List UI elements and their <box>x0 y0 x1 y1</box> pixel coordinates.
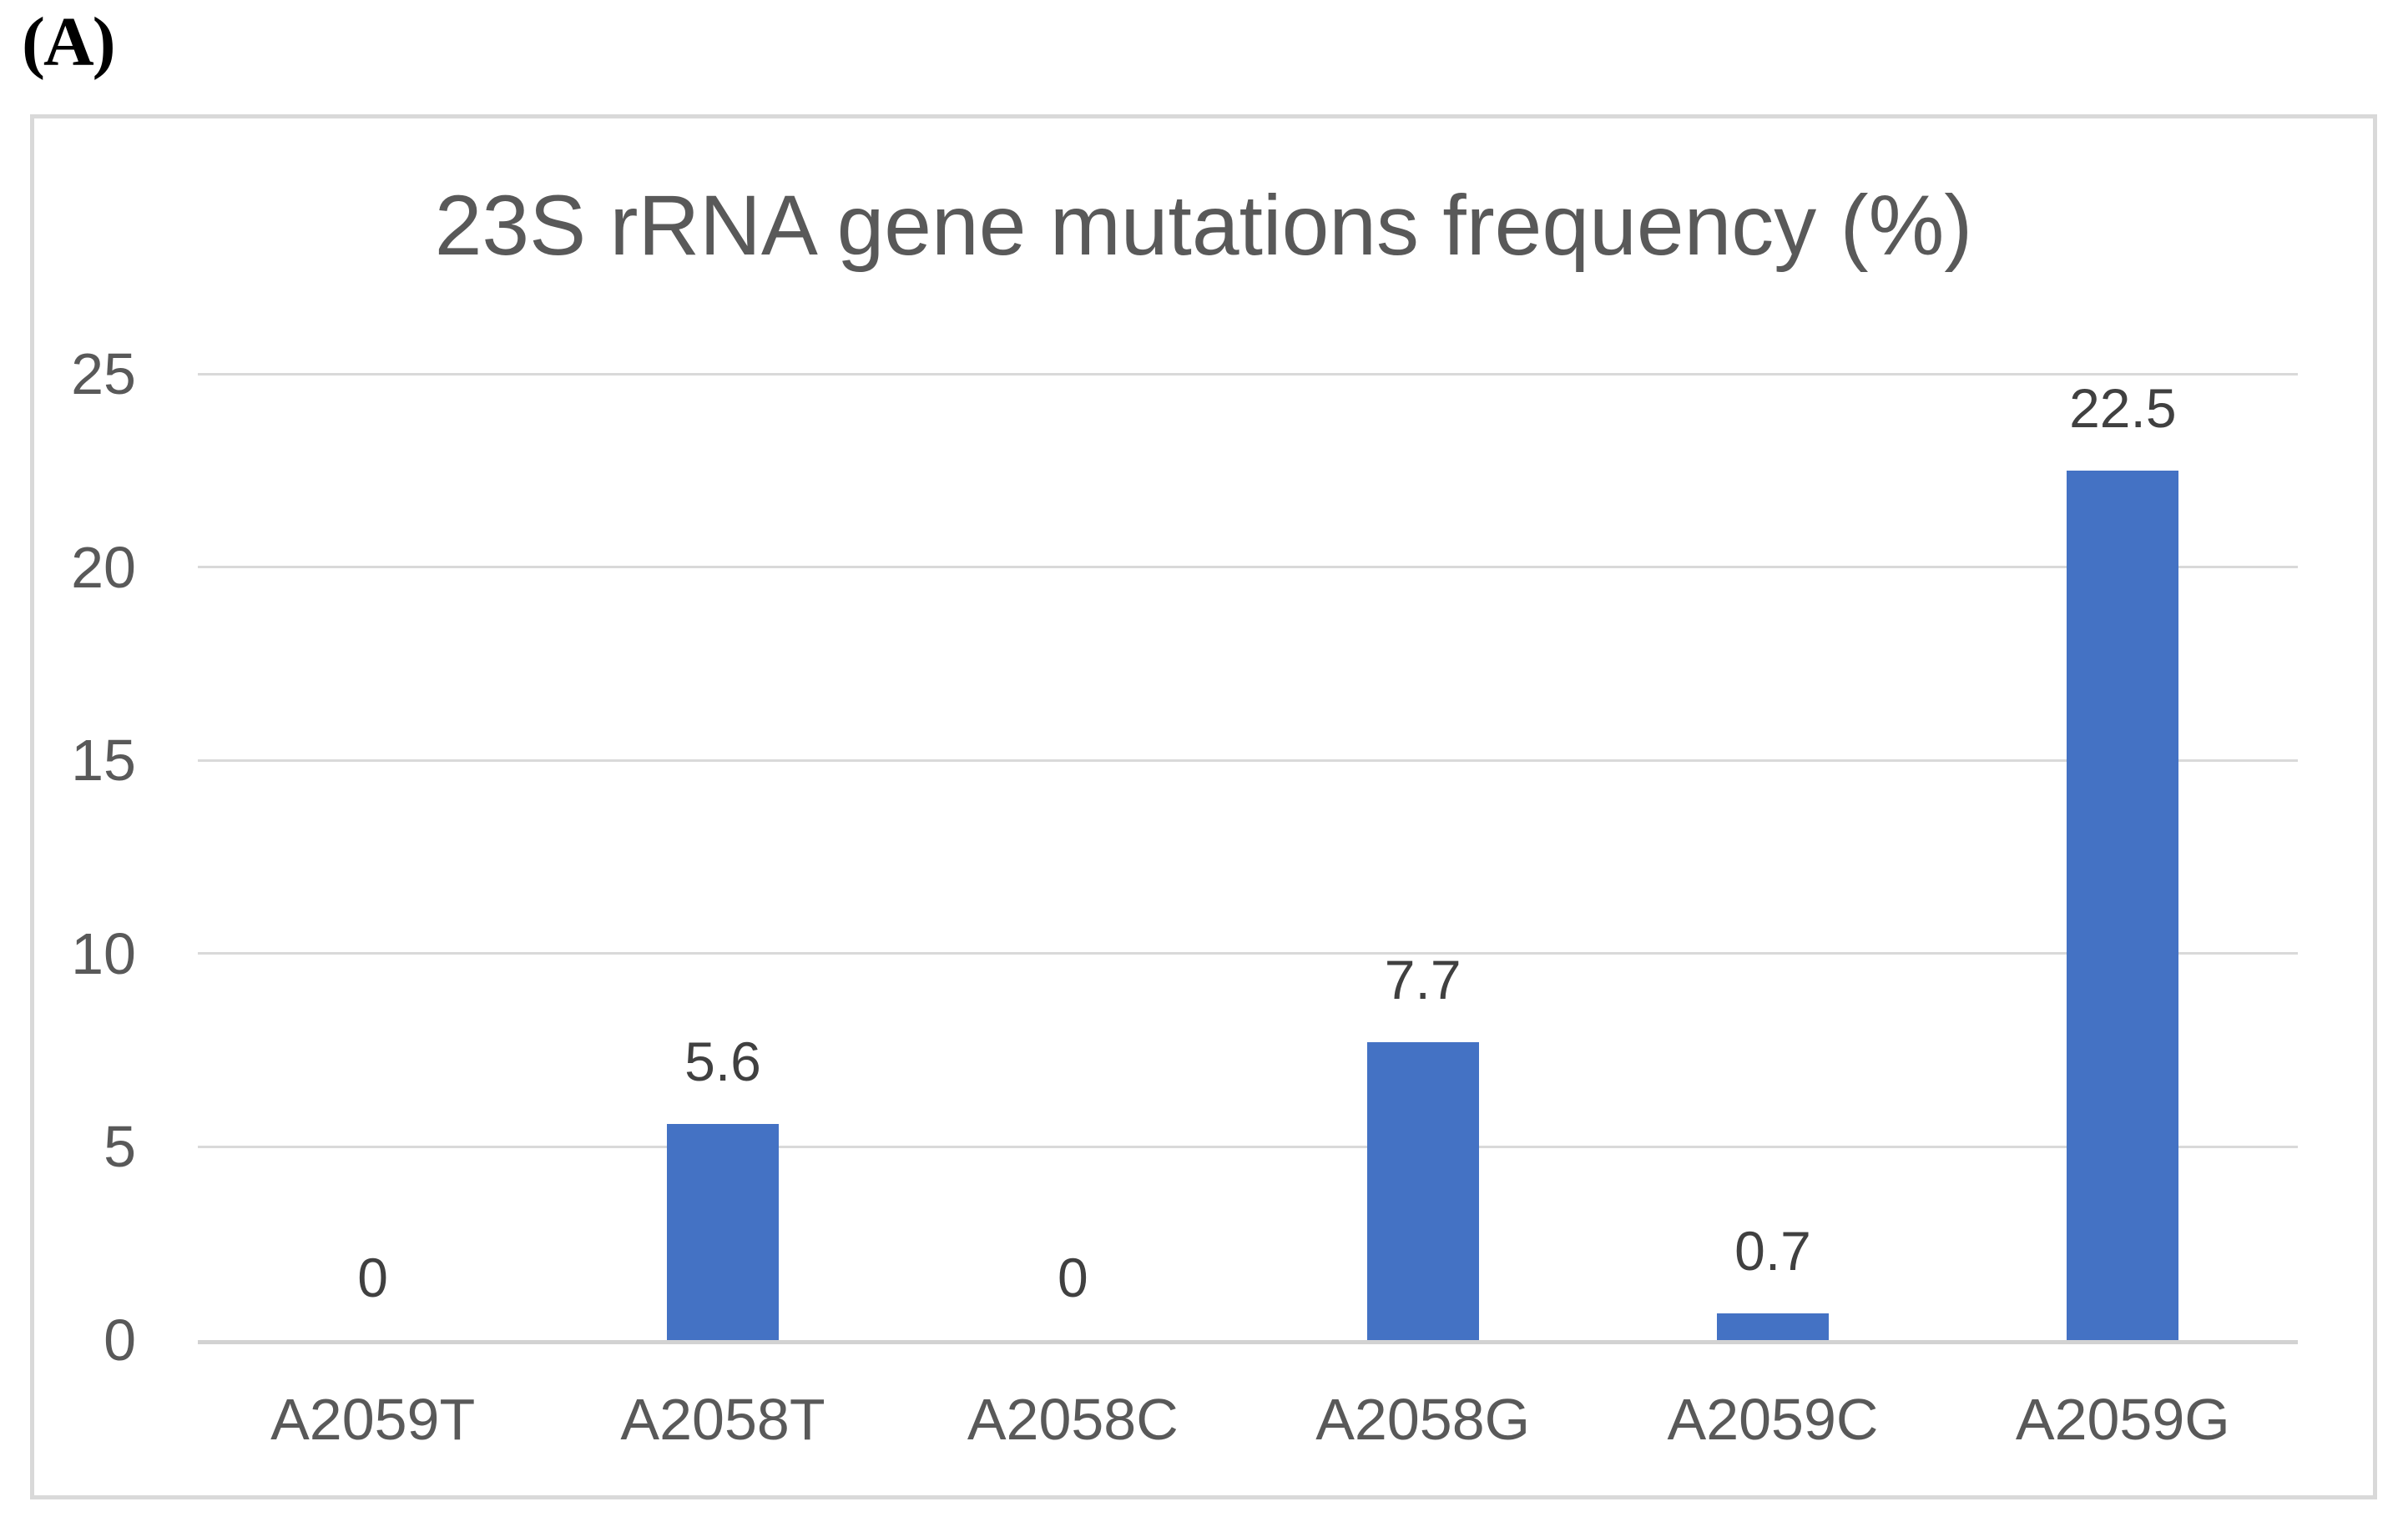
x-axis-label: A2058T <box>620 1387 825 1452</box>
y-tick-label: 0 <box>103 1308 136 1373</box>
x-axis-label: A2058C <box>967 1387 1179 1452</box>
x-axis-label: A2058G <box>1315 1387 1531 1452</box>
x-axis-label: A2059C <box>1667 1387 1879 1452</box>
gridline <box>198 1145 2298 1148</box>
gridline <box>198 372 2298 375</box>
plot-area: 0 5.6 0 7.7 0.7 22.5 <box>198 372 2298 1340</box>
y-tick-label: 20 <box>71 534 136 600</box>
bar-value-label: 0 <box>1057 1247 1088 1308</box>
bar <box>2067 470 2179 1340</box>
x-axis-line <box>198 1340 2298 1344</box>
y-tick-label: 10 <box>71 920 136 986</box>
y-tick-label: 5 <box>103 1114 136 1180</box>
chart-title: 23S rRNA gene mutations frequency (%) <box>434 178 1973 273</box>
x-axis-label: A2059G <box>2015 1387 2230 1452</box>
bar-value-label: 22.5 <box>2069 376 2177 439</box>
bar <box>667 1123 779 1340</box>
x-axis-label: A2059T <box>270 1387 476 1452</box>
gridline <box>198 952 2298 955</box>
gridline <box>198 566 2298 569</box>
y-tick-label: 15 <box>71 728 136 794</box>
bar-value-label: 0 <box>357 1247 389 1308</box>
bar-value-label: 5.6 <box>684 1030 761 1092</box>
gridline <box>198 758 2298 762</box>
bar-value-label: 0.7 <box>1734 1219 1811 1282</box>
bar-value-label: 7.7 <box>1384 949 1461 1011</box>
figure-panel-label: (A) <box>22 3 116 81</box>
bar <box>1717 1313 1829 1340</box>
bar <box>1366 1042 1479 1340</box>
bar-chart: 23S rRNA gene mutations frequency (%) 0 5… <box>30 114 2377 1499</box>
y-tick-label: 25 <box>71 341 136 406</box>
